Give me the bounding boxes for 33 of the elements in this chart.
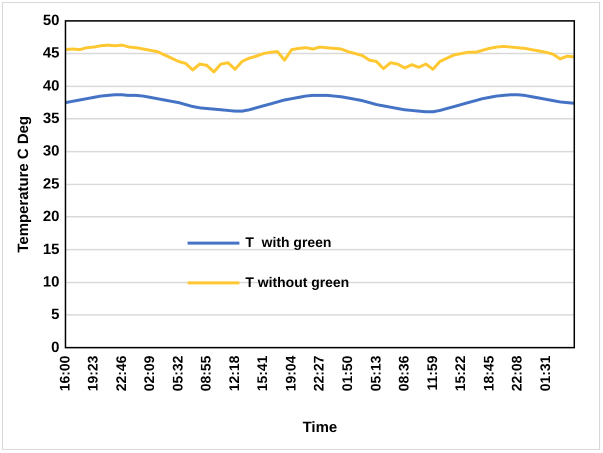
x-tick-label: 22:08 [508, 355, 525, 392]
x-tick-label: 05:13 [367, 355, 384, 392]
y-tick-label: 40 [42, 77, 60, 94]
x-axis-title: Time [302, 419, 338, 436]
x-tick-label: 11:59 [424, 355, 440, 390]
y-tick-label: 50 [42, 12, 60, 30]
x-tick-label: 15:22 [452, 355, 468, 392]
x-tick-label: 05:32 [169, 355, 186, 392]
y-tick-label: 25 [42, 175, 60, 192]
y-tick-label: 10 [42, 273, 60, 290]
y-tick-label: 45 [42, 44, 60, 62]
x-tick-label: 16:00 [56, 355, 72, 392]
x-tick-label: 19:23 [84, 355, 101, 392]
y-tick-label: 5 [51, 306, 60, 324]
y-axis-title: Temperature C Deg [15, 116, 32, 253]
x-tick-label: 22:27 [310, 355, 327, 392]
x-tick-label: 02:09 [141, 355, 158, 392]
legend-label: T with green [245, 234, 332, 250]
y-tick-label: 35 [42, 110, 60, 128]
x-tick-label: 19:04 [282, 355, 298, 392]
x-tick-label: 18:45 [480, 355, 496, 392]
x-tick-label: 01:31 [536, 355, 553, 392]
legend-label: T without green [245, 274, 350, 290]
y-tick-label: 20 [42, 208, 60, 226]
x-tick-label: 08:36 [396, 355, 412, 392]
x-tick-label: 08:55 [198, 355, 214, 392]
x-tick-label: 01:50 [338, 355, 355, 392]
x-tick-label: 12:18 [226, 355, 242, 392]
y-tick-label: 30 [42, 142, 60, 160]
y-tick-label: 0 [51, 338, 60, 356]
x-tick-label: 22:46 [112, 355, 129, 392]
y-tick-label: 15 [42, 240, 60, 258]
x-tick-label: 15:41 [254, 355, 270, 392]
